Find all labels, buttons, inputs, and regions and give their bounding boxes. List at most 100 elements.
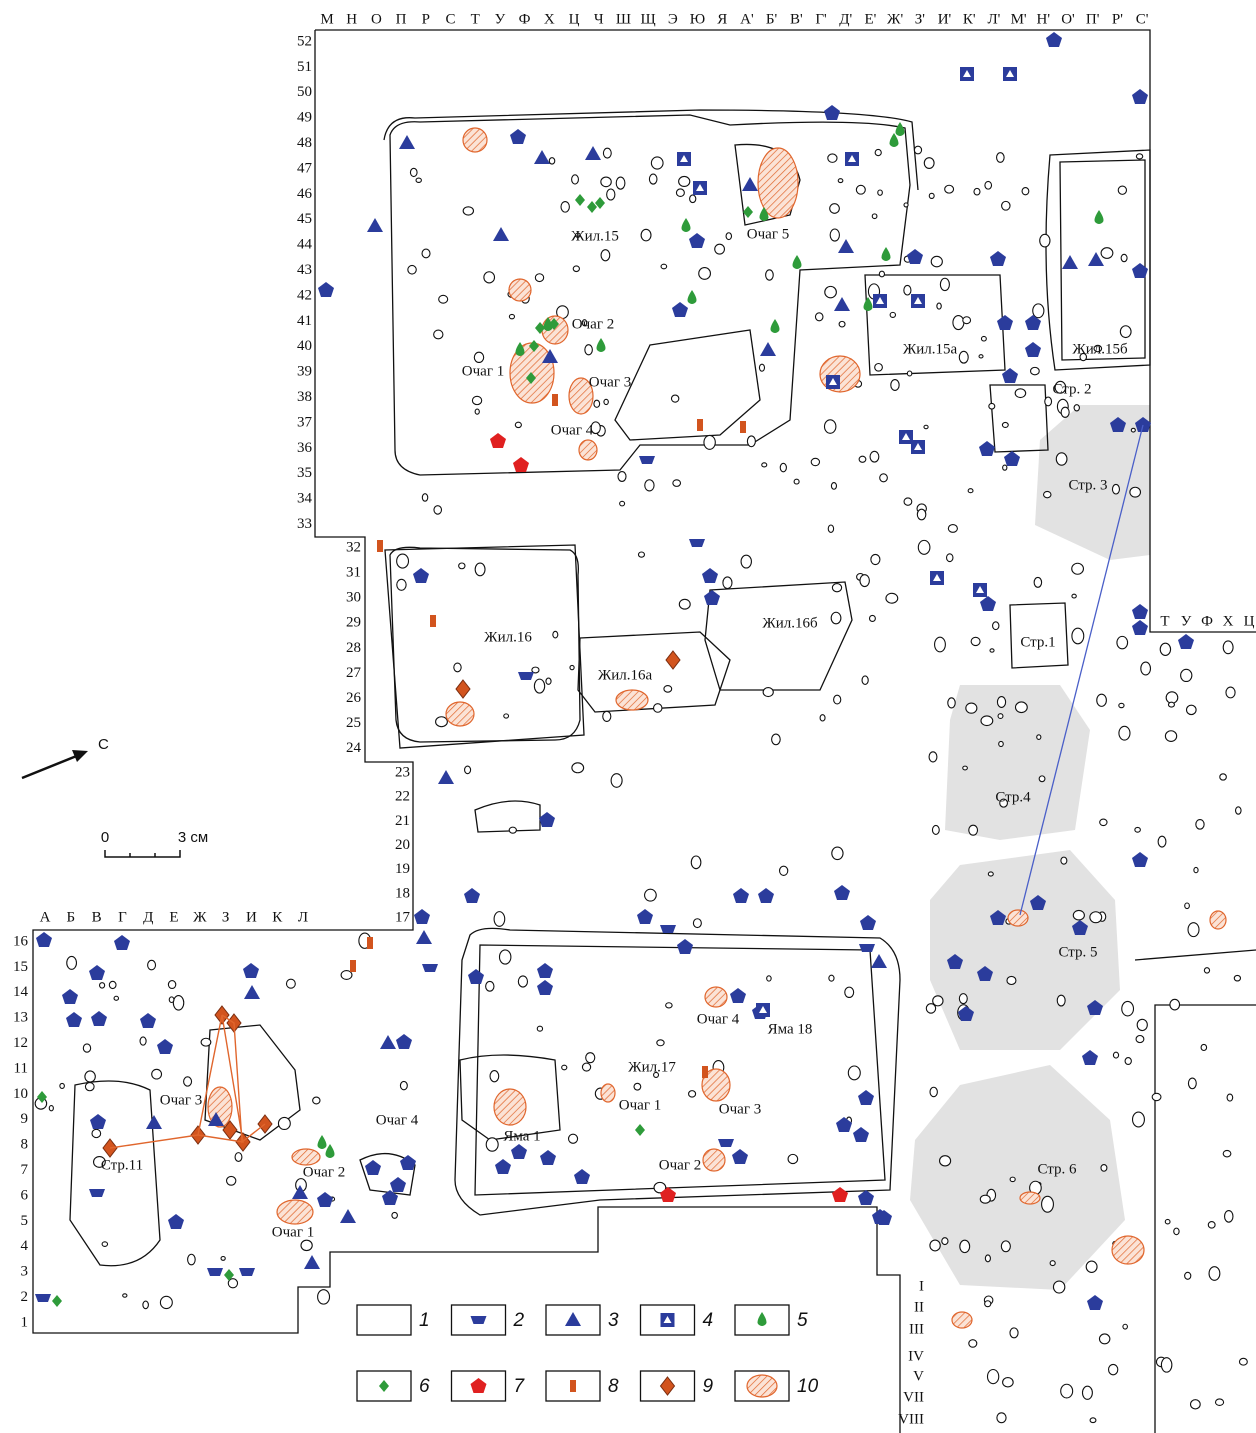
feature-label: Очаг 1 [272, 1224, 314, 1240]
pit [562, 1065, 567, 1070]
pit [824, 420, 835, 434]
pit [1196, 820, 1204, 830]
pit [286, 979, 295, 988]
find-bar [570, 1380, 576, 1392]
pit [661, 264, 667, 269]
column-label: Н [346, 11, 357, 27]
pit [1003, 465, 1007, 470]
pit [1223, 641, 1233, 654]
pit [102, 1242, 107, 1247]
pit [649, 174, 657, 184]
row-label: 6 [21, 1187, 29, 1203]
find-triangle [834, 297, 850, 311]
hearth [494, 1089, 526, 1125]
feature-label: Жил.15б [1072, 341, 1128, 357]
pit [832, 847, 843, 860]
row-label: VIII [898, 1411, 924, 1427]
pit [1010, 1328, 1018, 1338]
pit [830, 204, 840, 214]
pit [408, 265, 416, 274]
pit [1086, 1261, 1097, 1272]
column-label: Е [169, 909, 178, 925]
pit [434, 330, 443, 339]
find-pentagon [980, 596, 996, 611]
pit [651, 157, 663, 169]
row-label: 38 [297, 389, 312, 405]
find-pentagon [243, 963, 259, 978]
pit [715, 244, 725, 254]
pit [1226, 687, 1235, 698]
pit [924, 425, 928, 428]
pit [815, 313, 823, 321]
pit [788, 1154, 798, 1163]
find-pentagon [997, 315, 1013, 330]
find-pentagon [365, 1160, 381, 1175]
pit [780, 463, 786, 472]
pit [859, 456, 866, 462]
column-label: Е' [864, 11, 876, 27]
pit [1120, 326, 1131, 338]
pit [878, 190, 883, 195]
pit [1209, 1267, 1220, 1281]
pit [1125, 1058, 1131, 1065]
hearth [292, 1149, 320, 1165]
pit [1061, 407, 1069, 417]
pit [484, 272, 495, 283]
hearth [616, 690, 648, 710]
pit [980, 1195, 990, 1203]
pit [572, 763, 584, 773]
find-triangle [146, 1115, 162, 1129]
find-triangle [244, 985, 260, 999]
find-triangle [585, 146, 601, 160]
pit [603, 711, 611, 721]
pit [475, 563, 485, 576]
pit [971, 637, 980, 645]
find-triangle [438, 770, 454, 784]
pit [1160, 643, 1170, 655]
pit [1187, 705, 1197, 714]
find-pentagon [824, 105, 840, 120]
find-trapezoid [518, 672, 534, 680]
row-label: 39 [297, 364, 312, 380]
find-pentagon [114, 935, 130, 950]
pit [1220, 774, 1227, 780]
find-triangle [340, 1209, 356, 1223]
pit [890, 312, 895, 317]
find-bar [367, 937, 373, 949]
pit [601, 250, 610, 261]
find-pentagon [537, 980, 553, 995]
feature-label: Очаг 2 [303, 1164, 345, 1180]
find-pentagon [1132, 604, 1148, 619]
row-label: 41 [297, 313, 312, 329]
feature-label: Стр. 3 [1068, 477, 1107, 493]
pit [929, 193, 934, 198]
row-label: 7 [21, 1162, 29, 1178]
row-label: 8 [21, 1137, 29, 1153]
feature-label: Очаг 3 [160, 1092, 202, 1108]
row-label: 50 [297, 84, 312, 100]
find-pentagon [540, 1150, 556, 1165]
pit [1191, 1400, 1201, 1409]
pit [572, 175, 579, 184]
pit [704, 435, 715, 449]
pit [549, 158, 554, 164]
hearth [952, 1312, 972, 1328]
row-label: 31 [346, 565, 361, 581]
pit [1003, 1378, 1014, 1387]
pit [616, 177, 625, 189]
hearth [277, 1200, 313, 1224]
pit [569, 1134, 578, 1143]
pit [463, 207, 473, 215]
pit [601, 177, 611, 187]
feature-label: Жил.15а [903, 341, 958, 357]
find-pentagon [979, 441, 995, 456]
pit [620, 501, 625, 506]
hearth [747, 1375, 777, 1397]
column-label: Л [298, 909, 308, 925]
pit [875, 363, 883, 371]
pit [679, 599, 690, 609]
pit [535, 274, 543, 282]
feature-label: Очаг 1 [619, 1097, 661, 1113]
pit [83, 1044, 90, 1052]
find-pentagon [140, 1013, 156, 1028]
